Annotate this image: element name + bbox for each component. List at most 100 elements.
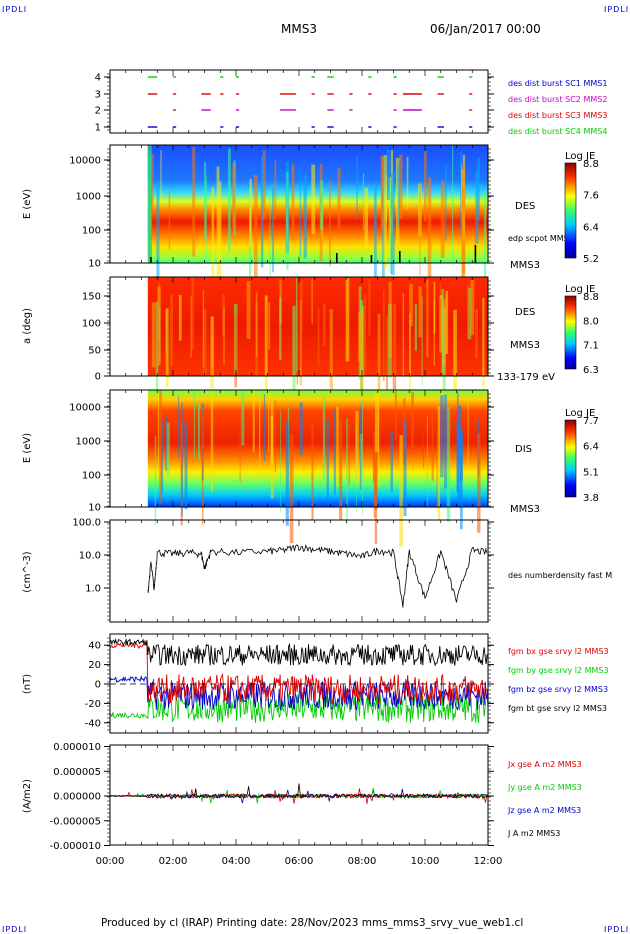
des-pitch-spectrogram-stripe xyxy=(433,301,435,367)
des-energy-spectrogram-stripe xyxy=(427,177,432,293)
des-pitch-spectrogram-stripe xyxy=(210,316,214,389)
dis-energy-spectrogram-stripe xyxy=(333,409,336,495)
current-density-tick-label: 0.000005 xyxy=(53,767,101,778)
field-series-line xyxy=(109,637,489,667)
des-energy-spectrogram-stripe xyxy=(477,157,480,221)
current-density-legend-entry: Jz gse A m2 MMS3 xyxy=(507,806,581,815)
current-density-ylabel: (A/m2) xyxy=(22,779,33,813)
corner-label-top-right: IPDLI xyxy=(604,5,630,14)
dis-energy-spectrogram-stripe xyxy=(362,399,364,514)
magnetic-field-legend-entry: fgm by gse srvy l2 MMS3 xyxy=(508,666,609,675)
des-energy-spectrogram-stripe xyxy=(461,163,462,213)
des-energy-spectrogram-stripe xyxy=(452,145,454,257)
des-energy-spectrogram-stripe xyxy=(462,165,466,274)
des-pitch-spectrogram-stripe xyxy=(470,280,475,336)
des-pitch-spectrogram-stripe xyxy=(402,293,404,379)
x-tick-label: 04:00 xyxy=(222,856,251,867)
des-pitch-spectrogram-stripe xyxy=(292,305,296,400)
des-energy-spectrogram xyxy=(147,145,489,263)
des-pitch-energy-range: 133-179 eV xyxy=(497,372,555,383)
dis-energy-spectrogram-stripe xyxy=(375,390,379,453)
des-pitch-spectrogram-stripe xyxy=(368,279,371,336)
des-energy-spectrogram-stripe xyxy=(445,165,447,241)
des-pitch-spectrogram-stripe xyxy=(264,295,268,394)
des-energy-spectrogram-stripe xyxy=(356,156,358,220)
current-series-line xyxy=(109,783,489,800)
dis-energy-spectrogram-stripe xyxy=(165,415,167,471)
des-pitch-spectrogram-stripe xyxy=(392,304,397,394)
des-energy-spectrogram-stripe xyxy=(249,179,252,247)
des-energy-spectrogram-stripe xyxy=(440,181,445,259)
dis-energy-spectrogram-stripe xyxy=(437,406,441,521)
des-pitch-spectrogram-stripe xyxy=(170,294,174,367)
dis-energy-right-label: MMS3 xyxy=(510,504,540,515)
dis-energy-spectrogram-stripe xyxy=(252,390,255,453)
des-energy-spectrogram-stripe xyxy=(382,188,385,300)
des-energy-tick-label: 1000 xyxy=(76,192,101,203)
des-pitch-spectrogram-stripe xyxy=(165,308,169,388)
dis-energy-colorbar-tick: 7.7 xyxy=(583,416,599,427)
x-tick-label: 02:00 xyxy=(159,856,188,867)
des-pitch-spectrogram-stripe xyxy=(345,278,350,362)
des-pitch-spectrogram-stripe xyxy=(246,281,251,339)
des-pitch-spectrogram-stripe xyxy=(482,297,485,387)
dis-energy-spectrogram-stripe xyxy=(181,403,183,517)
dis-energy-spectrogram-stripe xyxy=(258,397,261,480)
des-energy-spectrogram-stripe xyxy=(156,179,160,290)
des-pitch-spectrogram-stripe xyxy=(453,309,457,408)
dis-energy-spectrogram-stripe xyxy=(274,400,277,473)
current-density-tick-label: -0.000005 xyxy=(50,816,101,827)
des-pitch-spectrogram-stripe xyxy=(414,304,418,351)
dis-energy-spectrogram-stripe xyxy=(444,394,447,489)
dis-energy-spectrogram-stripe xyxy=(359,406,362,490)
des-pitch-spectrogram-stripe xyxy=(329,309,333,390)
des-pitch-spectrogram-stripe xyxy=(363,294,367,371)
dis-energy-spectrogram-stripe xyxy=(399,434,403,547)
des-energy-spectrogram-stripe xyxy=(320,180,324,230)
current-density-legend-entry: J A m2 MMS3 xyxy=(507,829,560,838)
des-pitch-spectrogram-stripe xyxy=(165,311,167,354)
des-energy-spectrogram-stripe xyxy=(419,182,421,275)
dis-energy-spectrogram-stripe xyxy=(270,416,273,464)
des-energy-spectrogram-stripe xyxy=(398,154,403,219)
x-tick-label: 06:00 xyxy=(285,856,314,867)
dis-energy-colorbar-title: Log JE xyxy=(565,408,595,419)
dis-energy-spectrogram-stripe xyxy=(299,402,303,456)
des-pitch-spectrogram-stripe xyxy=(475,308,479,359)
dis-energy-spectrogram-stripe xyxy=(372,433,374,482)
current-density-tick-label: 0.000010 xyxy=(53,742,101,753)
dis-energy-spectrogram-stripe xyxy=(336,406,339,487)
des-pitch-spectrogram-stripe xyxy=(234,314,238,388)
des-energy-spectrogram-stripe xyxy=(386,149,390,201)
current-series-line xyxy=(110,787,489,804)
x-tick-label: 08:00 xyxy=(348,856,377,867)
des-energy-colorbar xyxy=(564,162,577,259)
dis-energy-right-label: DIS xyxy=(515,444,532,455)
dis-energy-spectrogram-stripe xyxy=(326,420,329,503)
des-energy-spectrogram-stripe xyxy=(460,151,462,234)
des-pitch-spectrogram-stripe xyxy=(445,290,449,355)
des-energy-tick-label: 10000 xyxy=(69,156,101,167)
des-pitch-colorbar-tick: 8.8 xyxy=(583,292,599,303)
des-energy-spectrogram-stripe xyxy=(484,190,487,307)
availability-frame xyxy=(109,69,489,134)
corner-label-top-left: IPDLI xyxy=(2,5,28,14)
des-energy-spectrogram-stripe xyxy=(218,181,222,279)
dis-energy-tick-label: 10 xyxy=(88,503,101,514)
des-energy-spectrogram-stripe xyxy=(424,151,427,222)
dis-energy-spectrogram-stripe xyxy=(161,418,164,495)
des-pitch-spectrogram-stripe xyxy=(223,307,225,365)
magnetic-field-panel: 40 20 0 -20 -40 (nT) fgm bx gse srvy l2 MMS3 fg… xyxy=(22,633,609,734)
dis-energy-colorbar-tick: 6.4 xyxy=(583,442,599,453)
dis-energy-spectrogram-stripe xyxy=(339,421,343,521)
des-energy-right-label: DES xyxy=(515,201,535,212)
des-energy-spectrogram-stripe xyxy=(299,169,302,257)
des-pitch-spectrogram-stripe xyxy=(409,284,413,327)
dis-energy-spectrogram-stripe xyxy=(348,424,350,486)
des-energy-spectrogram-stripe xyxy=(260,156,264,268)
des-pitch-spectrogram-stripe xyxy=(418,286,422,338)
availability-legend-entry: des dist burst SC1 MMS1 xyxy=(508,79,607,88)
date-time-title: 06/Jan/2017 00:00 xyxy=(430,22,541,36)
des-pitch-spectrogram-stripe xyxy=(439,298,443,353)
des-energy-spectrogram-stripe xyxy=(362,172,365,230)
